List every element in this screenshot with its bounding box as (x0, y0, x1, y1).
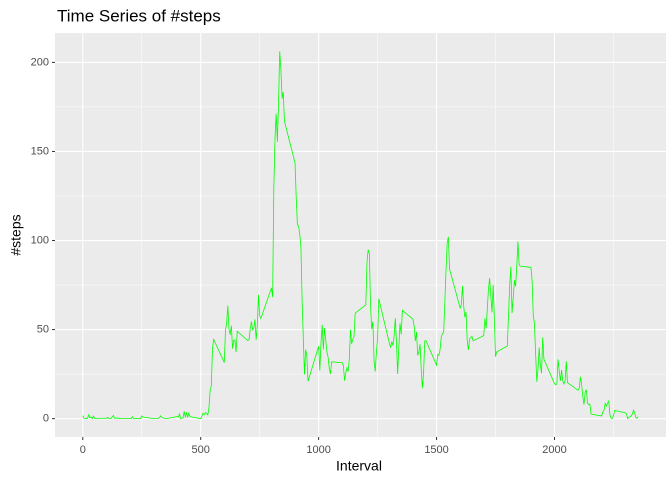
x-axis-title: Interval (336, 458, 382, 474)
x-tick-label: 2000 (542, 444, 566, 456)
chart-title: Time Series of #steps (57, 6, 221, 25)
x-tick-label: 1500 (424, 444, 448, 456)
x-tick-label: 500 (192, 444, 210, 456)
x-tick-label: 1000 (306, 444, 330, 456)
y-tick-label: 0 (43, 413, 49, 425)
y-tick-label: 200 (31, 56, 49, 68)
y-tick-label: 150 (31, 145, 49, 157)
x-tick-label: 0 (80, 444, 86, 456)
panel (55, 33, 666, 437)
y-axis-title: #steps (8, 214, 24, 255)
y-tick-label: 50 (37, 323, 49, 335)
y-tick-label: 100 (31, 234, 49, 246)
line-series (82, 51, 639, 420)
